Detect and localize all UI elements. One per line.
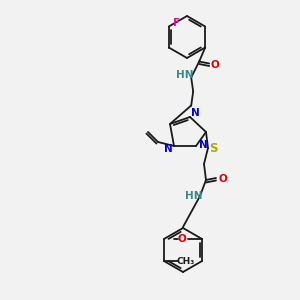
Text: N: N bbox=[199, 140, 207, 150]
Text: N: N bbox=[190, 108, 200, 118]
Text: F: F bbox=[173, 19, 180, 28]
Text: N: N bbox=[164, 144, 172, 154]
Text: O: O bbox=[211, 59, 220, 70]
Text: S: S bbox=[209, 142, 217, 155]
Text: CH₃: CH₃ bbox=[177, 256, 195, 266]
Text: HN: HN bbox=[185, 191, 203, 201]
Text: O: O bbox=[178, 234, 186, 244]
Text: HN: HN bbox=[176, 70, 194, 80]
Text: O: O bbox=[219, 174, 227, 184]
